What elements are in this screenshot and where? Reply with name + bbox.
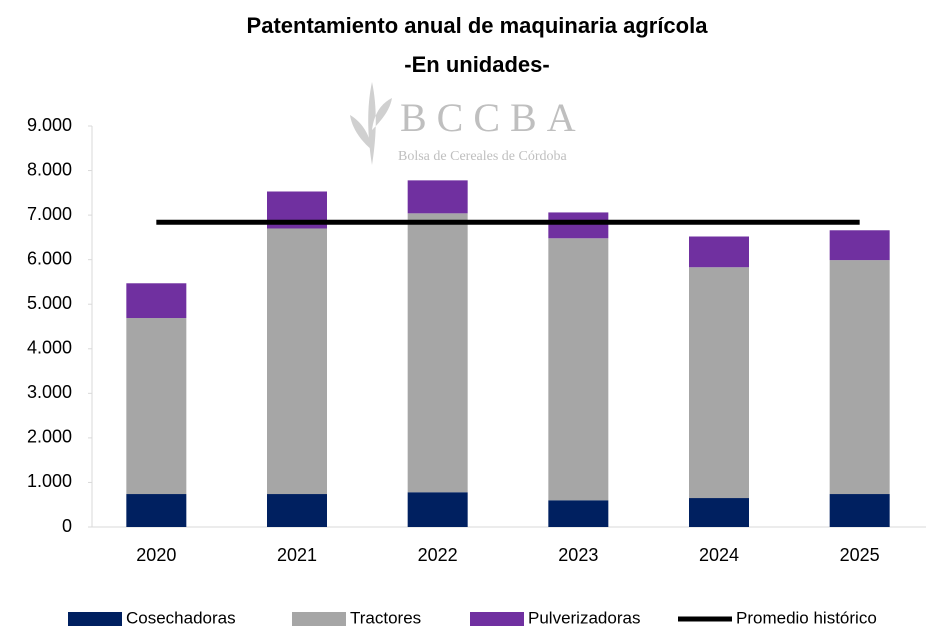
bar-segment: [126, 283, 187, 319]
x-tick-label: 2023: [558, 545, 598, 565]
bar-segment: [407, 492, 468, 527]
bar-segment: [267, 494, 327, 527]
bar-segment: [548, 212, 609, 239]
bar-segment: [689, 236, 749, 268]
x-tick-label: 2021: [277, 545, 317, 565]
y-tick-label: 1.000: [27, 471, 72, 491]
y-tick-label: 8.000: [27, 159, 72, 179]
watermark-title: BCCBA: [400, 95, 586, 140]
legend-label: Cosechadoras: [126, 608, 236, 627]
x-tick-label: 2024: [699, 545, 739, 565]
bar-segment: [829, 494, 890, 527]
bar-segment: [407, 180, 468, 214]
chart-title: Patentamiento anual de maquinaria agríco…: [247, 13, 709, 38]
legend-swatch: [470, 612, 524, 626]
bar-segment: [689, 498, 749, 527]
y-tick-label: 3.000: [27, 382, 72, 402]
legend-swatch: [292, 612, 346, 626]
y-tick-label: 0: [62, 516, 72, 536]
bar-segment: [689, 267, 749, 499]
legend-label: Promedio histórico: [736, 608, 877, 627]
watermark-subtitle: Bolsa de Cereales de Córdoba: [398, 149, 568, 164]
y-tick-label: 5.000: [27, 293, 72, 313]
bar-segment: [126, 318, 187, 495]
y-tick-label: 6.000: [27, 248, 72, 268]
watermark: BCCBA Bolsa de Cereales de Córdoba: [350, 82, 586, 165]
legend-label: Pulverizadoras: [528, 608, 640, 627]
x-tick-label: 2025: [840, 545, 880, 565]
legend-swatch: [68, 612, 122, 626]
bar-segment: [548, 500, 609, 527]
y-tick-label: 4.000: [27, 338, 72, 358]
y-tick-label: 7.000: [27, 204, 72, 224]
bar-segment: [267, 228, 327, 495]
bar-segment: [829, 260, 890, 495]
bar-segment: [126, 494, 187, 527]
watermark-logo: [350, 82, 392, 165]
y-tick-label: 2.000: [27, 427, 72, 447]
bar-segment: [829, 230, 890, 261]
x-tick-label: 2022: [418, 545, 458, 565]
chart-subtitle: -En unidades-: [404, 52, 549, 77]
bar-segment: [548, 238, 609, 501]
legend-label: Tractores: [350, 608, 421, 627]
x-tick-label: 2020: [136, 545, 176, 565]
bar-segment: [407, 213, 468, 493]
y-tick-label: 9.000: [27, 115, 72, 135]
